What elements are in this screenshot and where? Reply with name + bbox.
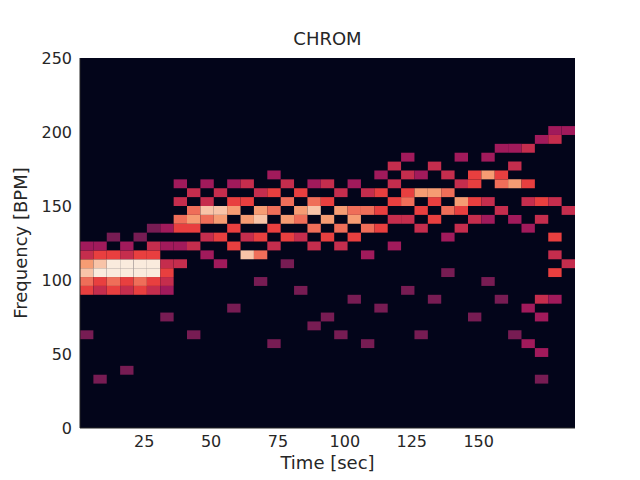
svg-text:150: 150 bbox=[463, 432, 494, 451]
svg-text:75: 75 bbox=[268, 432, 288, 451]
svg-text:250: 250 bbox=[41, 49, 72, 68]
svg-text:0: 0 bbox=[62, 419, 72, 438]
html-text:Time [sec]: Time [sec] bbox=[280, 452, 375, 473]
svg-text:25: 25 bbox=[134, 432, 154, 451]
svg-text:150: 150 bbox=[41, 197, 72, 216]
svg-text:200: 200 bbox=[41, 123, 72, 142]
svg-text:125: 125 bbox=[397, 432, 428, 451]
svg-text:100: 100 bbox=[330, 432, 361, 451]
svg-text:50: 50 bbox=[201, 432, 221, 451]
svg-text:100: 100 bbox=[41, 271, 72, 290]
svg-text:50: 50 bbox=[52, 345, 72, 364]
html-text:Frequency [BPM]: Frequency [BPM] bbox=[9, 167, 31, 319]
html-text:CHROM: CHROM bbox=[293, 28, 362, 49]
